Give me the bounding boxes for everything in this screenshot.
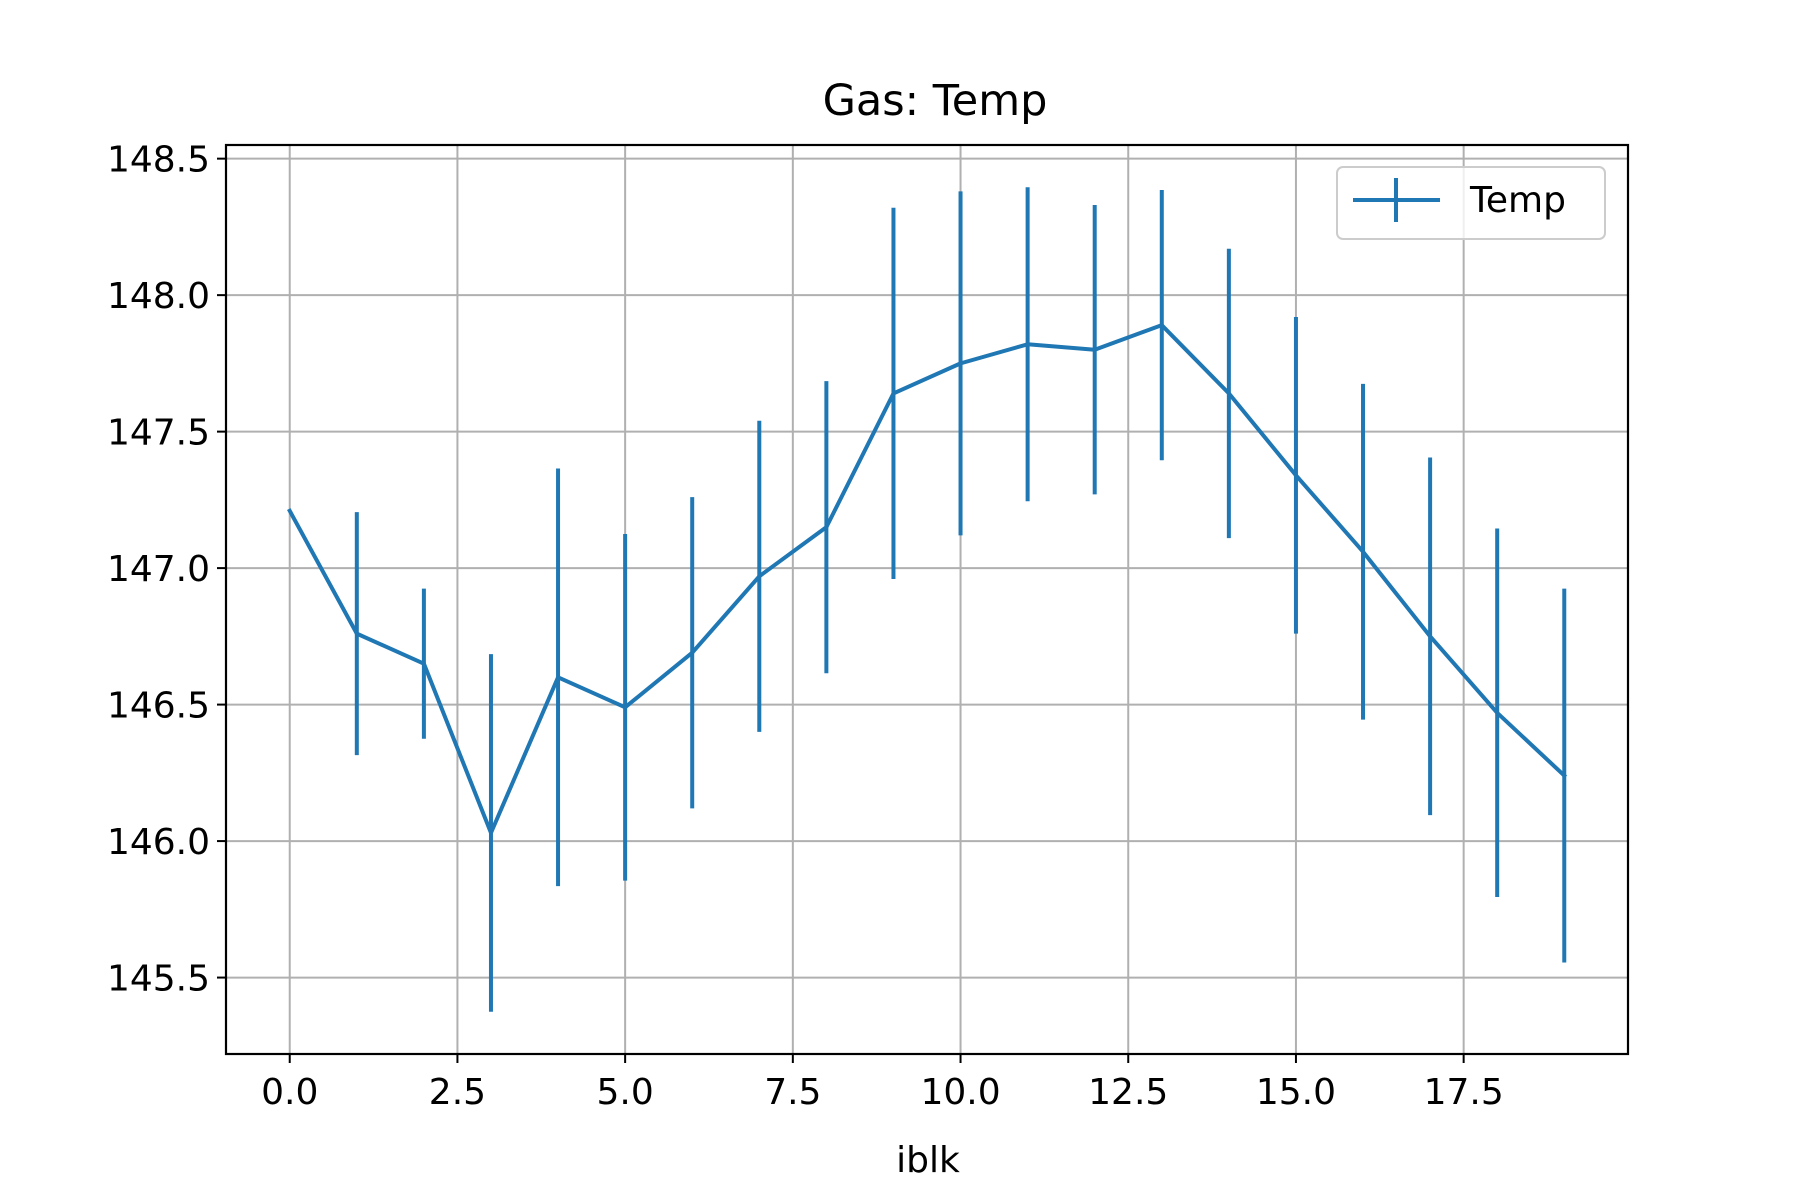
data-point — [1363, 551, 1364, 552]
x-tick-label: 12.5 — [1088, 1072, 1168, 1113]
y-tick-label: 147.0 — [107, 549, 210, 590]
x-tick-label: 5.0 — [597, 1072, 654, 1113]
chart-title: Gas: Temp — [823, 76, 1048, 126]
data-point — [490, 832, 491, 833]
data-point — [625, 707, 626, 708]
data-point — [1564, 775, 1565, 776]
legend: Temp — [1336, 166, 1606, 240]
x-tick-label: 15.0 — [1256, 1072, 1336, 1113]
data-point — [893, 393, 894, 394]
x-axis-label: iblk — [896, 1140, 960, 1181]
grid — [226, 145, 1628, 1054]
y-tick-label: 148.5 — [107, 140, 210, 181]
x-tick-label: 0.0 — [261, 1072, 318, 1113]
axes-frame — [224, 143, 1630, 1056]
data-point — [1497, 712, 1498, 713]
x-tick-label: 10.0 — [920, 1072, 1000, 1113]
data-point — [1094, 349, 1095, 350]
x-tick-label: 7.5 — [764, 1072, 821, 1113]
data-point — [1295, 475, 1296, 476]
data-point — [1228, 393, 1229, 394]
legend-frame — [1336, 166, 1606, 240]
y-tick-label: 147.5 — [107, 413, 210, 454]
data-point — [1430, 636, 1431, 637]
data-point — [558, 677, 559, 678]
x-tick-label: 2.5 — [429, 1072, 486, 1113]
data-point — [289, 510, 290, 511]
data-point — [423, 663, 424, 664]
ticks: 0.0 2.5 5.0 7.5 10.0 12.5 15.0 17.5 145.5 146.0 14… — [107, 140, 1504, 1113]
data-point — [960, 363, 961, 364]
data-point — [826, 527, 827, 528]
y-tick-label: 148.0 — [107, 276, 210, 317]
data-point — [356, 633, 357, 634]
x-tick-label: 17.5 — [1424, 1072, 1504, 1113]
series-line-temp — [287, 323, 1568, 835]
y-tick-label: 145.5 — [107, 959, 210, 1000]
legend-label-temp: Temp — [1469, 180, 1566, 221]
y-tick-label: 146.5 — [107, 686, 210, 727]
data-point — [1027, 344, 1028, 345]
y-tick-label: 146.0 — [107, 822, 210, 863]
data-point — [692, 652, 693, 653]
plot-data — [287, 187, 1568, 1012]
data-point — [1161, 325, 1162, 326]
data-point — [759, 576, 760, 577]
